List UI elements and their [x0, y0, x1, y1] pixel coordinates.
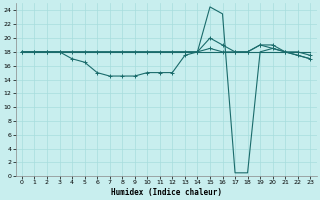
X-axis label: Humidex (Indice chaleur): Humidex (Indice chaleur) [111, 188, 221, 197]
